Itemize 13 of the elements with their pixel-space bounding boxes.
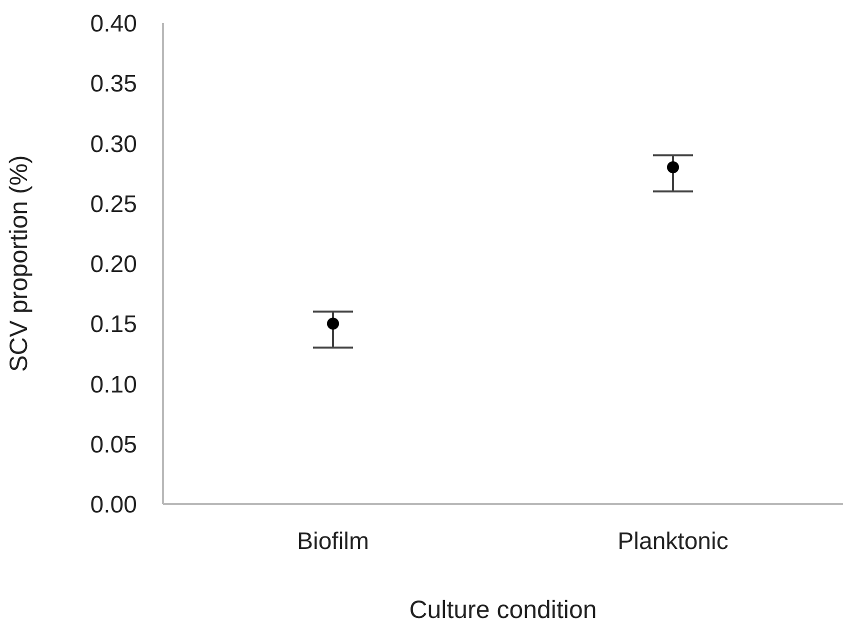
x-axis-title: Culture condition (409, 596, 597, 624)
y-tick-label: 0.00 (90, 492, 137, 519)
y-tick-label: 0.15 (90, 311, 137, 338)
y-axis-title: SCV proportion (%) (4, 155, 33, 372)
y-tick-label: 0.40 (90, 10, 137, 38)
y-tick-label: 0.20 (90, 251, 137, 278)
x-tick-label: Planktonic (618, 528, 728, 556)
y-tick-label: 0.35 (90, 70, 137, 98)
y-tick-label: 0.25 (90, 190, 137, 218)
y-tick-label: 0.30 (90, 130, 137, 158)
x-tick-label: Biofilm (296, 528, 370, 556)
y-tick-label: 0.05 (90, 431, 137, 458)
y-tick-label: 0.10 (90, 371, 137, 398)
